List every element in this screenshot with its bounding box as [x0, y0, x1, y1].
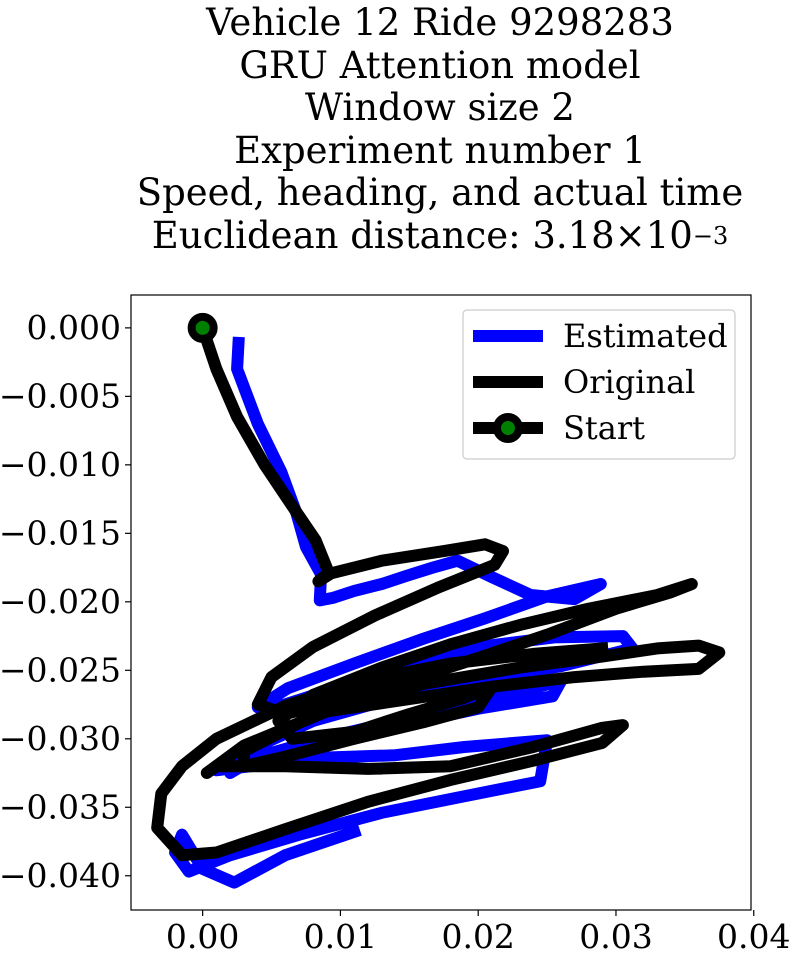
- title-power-exponent: −3: [692, 221, 729, 250]
- x-tick-label: 0.03: [579, 917, 652, 956]
- series-layer: [151, 312, 726, 889]
- x-tick-label: 0.02: [441, 917, 514, 956]
- title-line-4: Experiment number 1: [234, 128, 646, 172]
- y-tick-label: −0.005: [0, 376, 121, 415]
- y-tick-label: −0.040: [0, 856, 121, 895]
- y-tick-label: −0.010: [0, 445, 121, 484]
- title-line-2: GRU Attention model: [239, 43, 641, 87]
- y-tick-label: −0.030: [0, 719, 121, 758]
- y-axis: 0.000 −0.005 −0.010 −0.015 −0.020 −0.025 −0.03…: [0, 308, 131, 895]
- y-tick-label: 0.000: [27, 308, 121, 347]
- title-line-3: Window size 2: [305, 86, 575, 129]
- x-tick-label: 0.00: [166, 917, 239, 956]
- legend-start-marker: [493, 413, 523, 443]
- y-tick-label: −0.015: [0, 513, 121, 552]
- start-point-marker: [187, 312, 218, 343]
- title-line-5: Speed, heading, and actual time: [136, 171, 744, 214]
- series-line-original: [151, 320, 726, 862]
- legend: Estimated Original Start: [462, 309, 736, 460]
- legend-start-label: Start: [563, 409, 645, 447]
- y-tick-label: −0.020: [0, 582, 121, 621]
- title-power-base: 10: [645, 213, 693, 257]
- title-line-6: Euclidean distance: 3.18×10−3: [30, 213, 792, 262]
- series-line-estimated: [169, 336, 639, 889]
- legend-box: [462, 309, 736, 460]
- title-distance-prefix: Euclidean distance: 3.18: [151, 213, 615, 257]
- x-tick-label: 0.01: [304, 917, 377, 956]
- legend-estimated-label: Estimated: [563, 317, 728, 355]
- y-tick-label: −0.035: [0, 787, 121, 826]
- title-line-1: Vehicle 12 Ride 9298283: [206, 1, 674, 44]
- plot-frame: [130, 294, 752, 911]
- legend-original-label: Original: [563, 363, 695, 401]
- title-times-sign: ×: [614, 213, 646, 257]
- y-tick-label: −0.025: [0, 650, 121, 689]
- chart-title: Vehicle 12 Ride 9298283 GRU Attention mo…: [30, 1, 792, 262]
- x-tick-label: 0.04: [717, 917, 790, 956]
- x-axis: 0.00 0.01 0.02 0.03 0.04: [166, 910, 790, 956]
